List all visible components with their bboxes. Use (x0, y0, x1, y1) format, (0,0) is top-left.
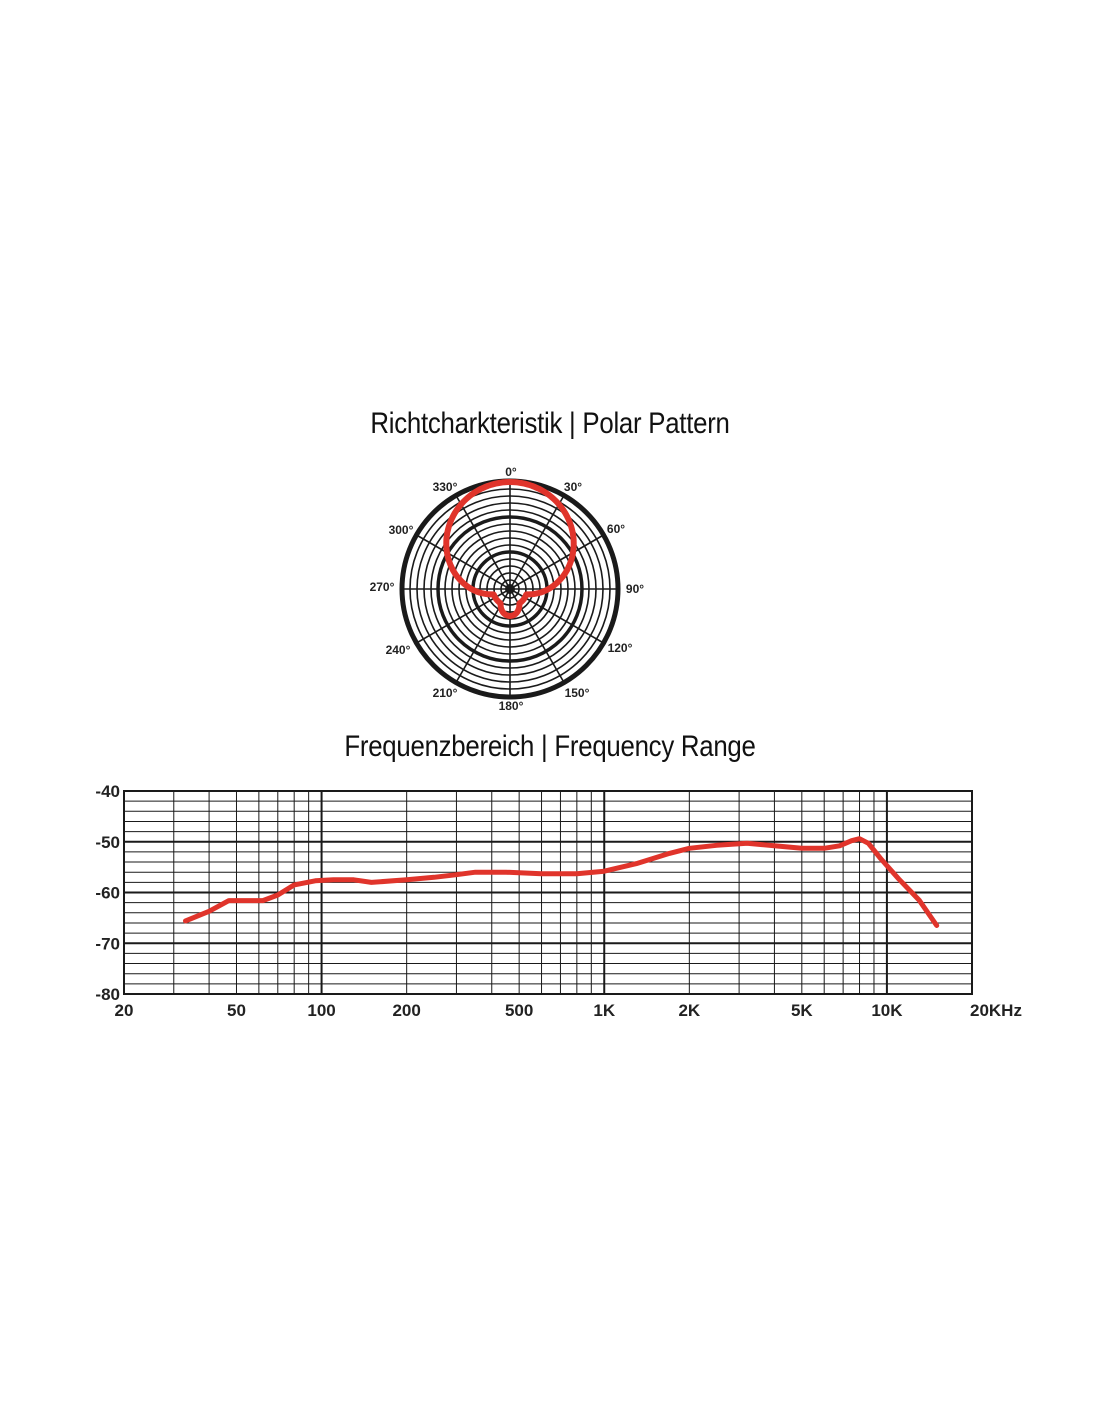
x-tick-label: 50 (227, 1001, 246, 1020)
x-tick-label: 10K (871, 1001, 903, 1020)
polar-pattern-title: Richtcharkteristik | Polar Pattern (370, 407, 730, 440)
polar-angle-label: 120° (608, 641, 633, 655)
x-tick-label: 500 (505, 1001, 533, 1020)
y-tick-label: -70 (95, 934, 120, 953)
polar-angle-label: 330° (433, 480, 458, 494)
x-tick-label: 200 (392, 1001, 420, 1020)
x-tick-label: 20 (115, 1001, 134, 1020)
polar-angle-label: 0° (505, 465, 517, 479)
polar-spoke (509, 495, 565, 590)
polar-spoke (455, 495, 511, 590)
polar-angle-label: 300° (389, 523, 414, 537)
polar-angle-label: 240° (386, 643, 411, 657)
polar-pattern-curve (443, 479, 577, 619)
x-tick-labels: 20 50 100 200 500 1K 2K 5K 10K 20KHz (115, 1001, 1022, 1020)
polar-angle-label: 180° (499, 699, 524, 713)
polar-angle-label: 30° (564, 480, 582, 494)
y-tick-labels: -40 -50 -60 -70 -80 (95, 782, 120, 1004)
polar-angle-labels: 0° 30° 60° 90° 120° 150° 180° 210° 240° 270° 300° 3… (370, 465, 645, 713)
y-tick-label: -80 (95, 985, 120, 1004)
polar-angle-label: 60° (607, 522, 625, 536)
frequency-response-curve (183, 836, 940, 928)
x-tick-label: 2K (678, 1001, 700, 1020)
x-tick-label: 5K (791, 1001, 813, 1020)
polar-angle-label: 270° (370, 580, 395, 594)
polar-angle-label: 210° (433, 686, 458, 700)
y-tick-label: -40 (95, 782, 120, 801)
polar-angle-label: 150° (565, 686, 590, 700)
y-tick-label: -50 (95, 833, 120, 852)
x-tick-label: 1K (593, 1001, 615, 1020)
polar-angle-label: 90° (626, 582, 644, 596)
polar-spoke (416, 534, 511, 590)
plot-frame (123, 790, 973, 995)
frequency-grid (123, 790, 973, 995)
x-tick-label: 20KHz (970, 1001, 1022, 1020)
x-tick-label: 100 (307, 1001, 335, 1020)
frequency-range-title: Frequenzbereich | Frequency Range (344, 730, 756, 763)
y-tick-label: -60 (95, 884, 120, 903)
polar-spoke (509, 534, 604, 590)
